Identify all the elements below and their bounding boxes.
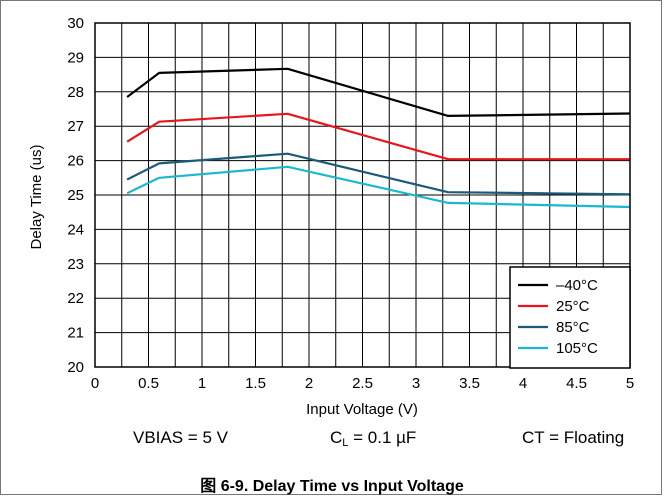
y-tick-label: 22	[67, 290, 84, 307]
y-tick-label: 29	[67, 49, 84, 66]
y-tick-label: 21	[67, 325, 84, 342]
condition-vbias: VBIAS = 5 V	[133, 428, 228, 447]
series-line	[126, 112, 630, 161]
legend-box	[509, 266, 631, 369]
y-tick-label: 25	[67, 187, 84, 204]
x-tick-labels: 0 0.5 1 1.5 2 2.5 3 3.5 4 4.5 5	[91, 375, 634, 392]
x-tick-label: 0	[91, 375, 99, 392]
x-tick-label: 3.5	[459, 375, 480, 392]
x-axis-title: Input Voltage (V)	[306, 401, 418, 418]
x-tick-label: 1.5	[245, 375, 266, 392]
y-tick-label: 26	[67, 153, 84, 170]
x-tick-label: 1	[198, 375, 206, 392]
y-tick-label: 27	[67, 118, 84, 135]
grid	[95, 23, 630, 367]
series-line	[126, 152, 631, 196]
x-tick-label: 2.5	[352, 375, 373, 392]
legend-label: 85°C	[556, 319, 590, 336]
y-tick-label: 23	[67, 256, 84, 273]
legend-label: 105°C	[556, 340, 598, 357]
condition-cl: CL = 0.1 µF	[330, 428, 417, 449]
x-tick-label: 5	[626, 375, 634, 392]
legend-label: 25°C	[556, 298, 590, 315]
legend-label: –40°C	[556, 277, 598, 294]
figure-caption: 图 6-9. Delay Time vs Input Voltage	[200, 478, 464, 495]
x-tick-label: 4.5	[566, 375, 587, 392]
x-tick-label: 2	[305, 375, 313, 392]
y-tick-label: 28	[67, 84, 84, 101]
legend: –40°C 25°C 85°C 105°C	[509, 266, 631, 369]
plot-border	[94, 22, 631, 368]
x-tick-label: 4	[519, 375, 527, 392]
y-axis-title: Delay Time (us)	[28, 144, 45, 249]
series-line	[126, 165, 631, 209]
y-tick-labels: 20 21 22 23 24 25 26 27 28 29 30	[67, 15, 84, 376]
y-tick-label: 30	[67, 15, 84, 32]
series-lines	[126, 67, 631, 209]
series-line	[126, 67, 631, 118]
condition-ct: CT = Floating	[522, 428, 625, 447]
delay-time-chart: 0 0.5 1 1.5 2 2.5 3 3.5 4 4.5 5 20 21 22 23 24 25 26 27 28…	[28, 15, 634, 418]
y-tick-label: 20	[67, 359, 84, 376]
y-tick-label: 24	[67, 221, 84, 238]
x-tick-label: 0.5	[138, 375, 159, 392]
x-tick-label: 3	[412, 375, 420, 392]
